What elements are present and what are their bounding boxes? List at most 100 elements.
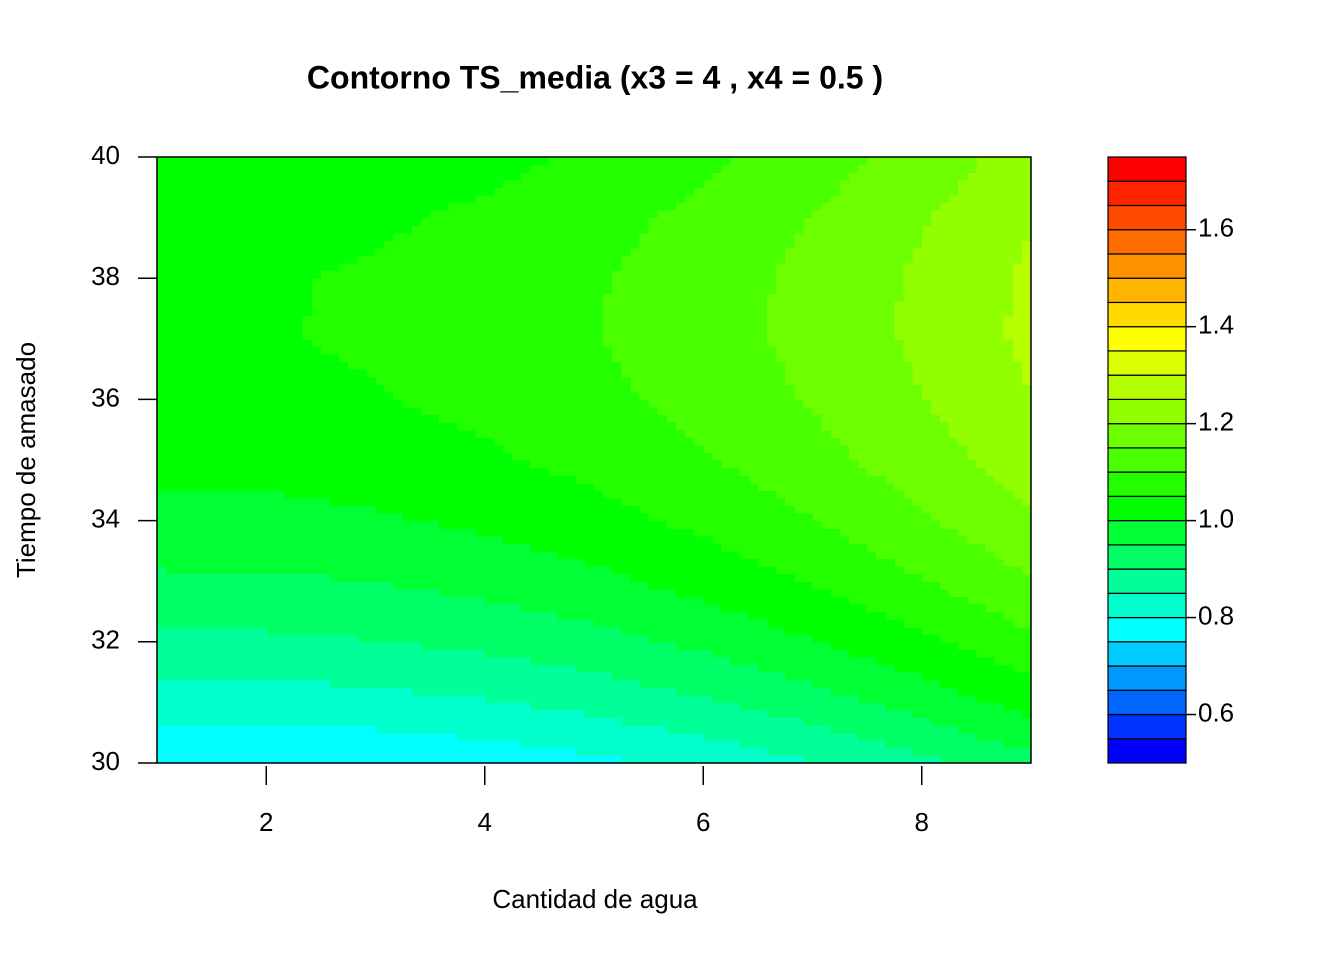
contour-cell xyxy=(648,513,704,522)
contour-cell xyxy=(703,535,713,544)
contour-cell xyxy=(157,687,267,696)
contour-cell xyxy=(894,482,923,491)
contour-cell xyxy=(594,732,704,741)
contour-cell xyxy=(157,202,267,211)
contour-cell xyxy=(675,687,704,696)
contour-cell xyxy=(375,467,486,476)
contour-cell xyxy=(402,399,486,408)
contour-cell xyxy=(630,247,704,257)
contour-cell xyxy=(766,323,814,332)
contour-cell xyxy=(594,376,632,385)
contour-cell xyxy=(375,353,486,363)
contour-cell xyxy=(666,414,704,423)
contour-cell xyxy=(266,346,322,355)
contour-cell xyxy=(766,293,814,302)
contour-cell xyxy=(603,293,704,302)
contour-cell xyxy=(703,482,759,491)
contour-cell xyxy=(484,641,595,650)
contour-field xyxy=(157,157,1032,764)
contour-cell xyxy=(812,263,905,272)
contour-cell xyxy=(921,641,959,650)
contour-cell xyxy=(484,346,595,355)
contour-cell xyxy=(921,566,1023,575)
contour-cell xyxy=(639,232,704,241)
contour-cell xyxy=(157,588,267,597)
contour-cell xyxy=(484,520,595,529)
contour-cell xyxy=(848,649,923,658)
contour-cell xyxy=(157,263,267,272)
contour-cell xyxy=(1012,353,1032,363)
contour-cell xyxy=(976,460,1032,469)
contour-cell xyxy=(812,709,914,719)
contour-cell xyxy=(921,513,932,522)
contour-cell xyxy=(266,505,377,514)
contour-cell xyxy=(157,452,267,461)
contour-cell xyxy=(721,603,814,613)
contour-cell xyxy=(266,437,377,446)
contour-cell xyxy=(921,679,941,688)
contour-cell xyxy=(812,217,923,226)
contour-cell xyxy=(484,437,495,446)
contour-cell xyxy=(976,157,1032,166)
contour-cell xyxy=(903,270,923,279)
contour-cell xyxy=(703,422,814,431)
contour-cell xyxy=(266,422,377,431)
contour-cell xyxy=(703,263,777,272)
contour-cell xyxy=(266,694,377,703)
contour-cell xyxy=(1003,316,1032,325)
contour-cell xyxy=(594,702,704,711)
contour-cell xyxy=(812,603,868,613)
contour-cell xyxy=(266,384,377,393)
contour-cell xyxy=(930,399,1032,408)
contour-cell xyxy=(584,558,595,567)
contour-cell xyxy=(157,755,267,764)
contour-cell xyxy=(266,611,377,620)
contour-cell xyxy=(967,172,1032,181)
contour-cell xyxy=(375,422,459,431)
contour-cell xyxy=(766,308,814,317)
contour-cell xyxy=(812,384,923,393)
contour-cell xyxy=(766,316,814,325)
contour-cell xyxy=(484,278,595,287)
contour-cell xyxy=(157,323,267,332)
contour-cell xyxy=(921,747,1032,757)
colorbar-swatch xyxy=(1107,350,1187,376)
contour-cell xyxy=(266,316,304,325)
contour-cell xyxy=(921,558,1005,567)
contour-cell xyxy=(439,588,486,597)
contour-cell xyxy=(266,641,377,650)
contour-cell xyxy=(894,664,923,673)
contour-cell xyxy=(885,475,923,484)
contour-cell xyxy=(912,747,923,757)
contour-cell xyxy=(375,452,486,461)
contour-cell xyxy=(375,240,386,249)
contour-cell xyxy=(921,346,1014,355)
contour-cell xyxy=(812,225,923,234)
contour-cell xyxy=(603,316,704,325)
contour-cell xyxy=(484,429,595,438)
contour-cell xyxy=(1003,611,1032,620)
contour-cell xyxy=(484,293,595,302)
contour-cell xyxy=(921,323,1005,332)
contour-cell xyxy=(484,603,522,613)
contour-cell xyxy=(921,194,950,204)
contour-cell xyxy=(594,550,704,560)
contour-cell xyxy=(776,346,814,355)
contour-cell xyxy=(594,293,604,302)
contour-cell xyxy=(1021,247,1032,257)
contour-cell xyxy=(703,566,777,575)
contour-cell xyxy=(812,490,905,499)
contour-cell xyxy=(703,679,814,688)
contour-cell xyxy=(375,225,413,234)
colorbar-swatch xyxy=(1107,471,1187,497)
contour-cell xyxy=(885,611,923,620)
contour-cell xyxy=(594,619,704,628)
contour-cell xyxy=(939,581,1032,590)
contour-cell xyxy=(594,672,613,681)
contour-cell xyxy=(594,391,641,400)
contour-cell xyxy=(912,369,923,378)
contour-cell xyxy=(985,603,1032,613)
contour-cell xyxy=(484,656,531,666)
contour-cell xyxy=(921,316,1005,325)
contour-cell xyxy=(830,194,923,204)
